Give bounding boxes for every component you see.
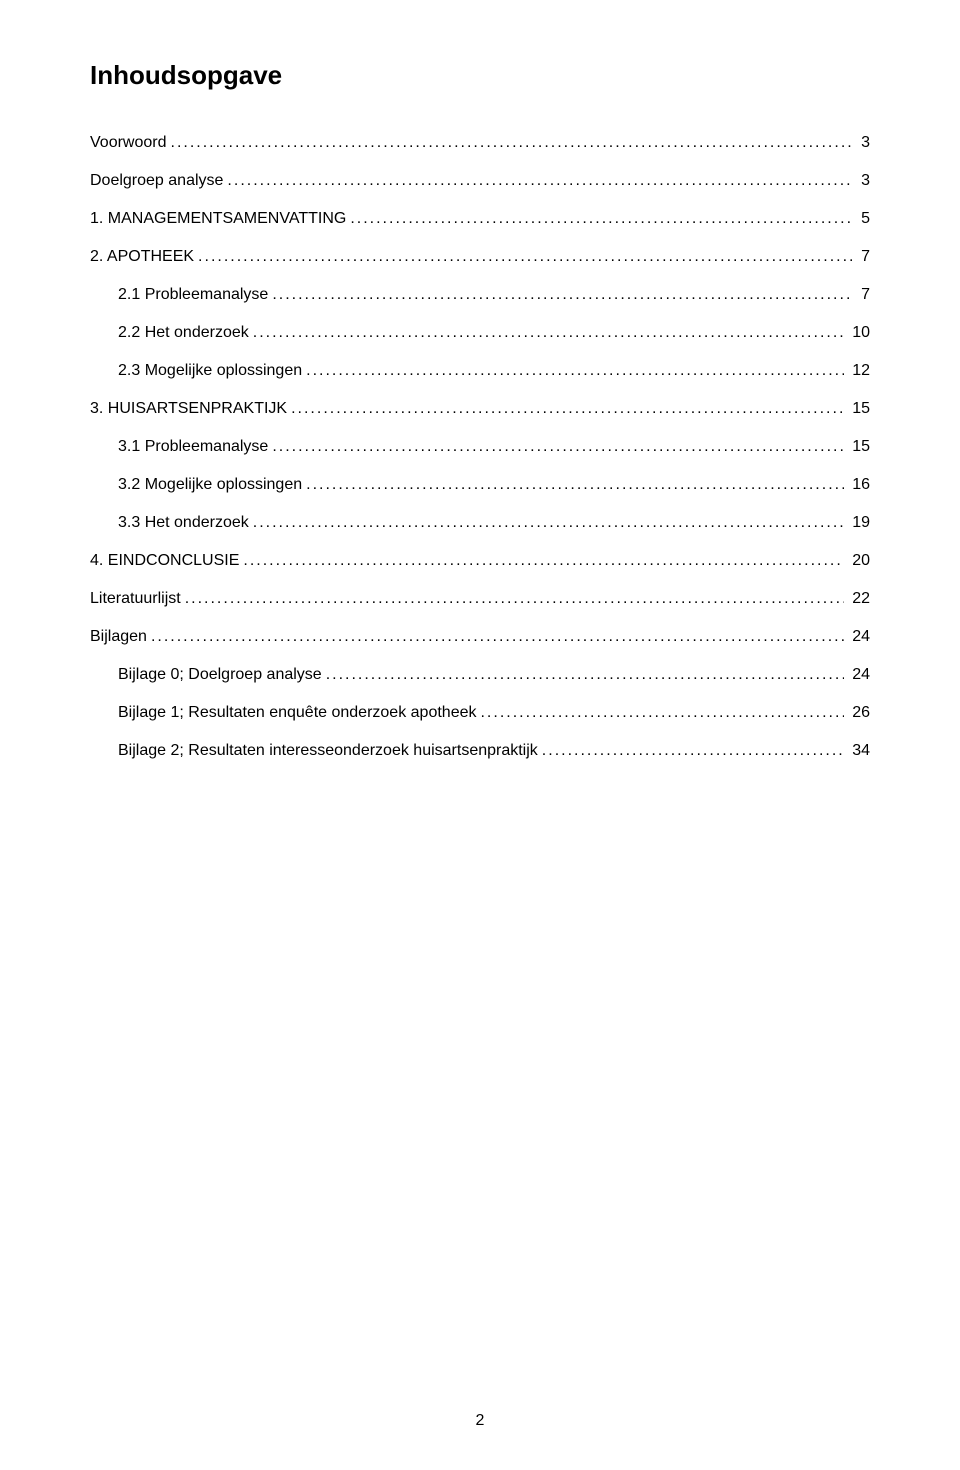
toc-entry: Bijlage 0; Doelgroep analyse 24 bbox=[90, 659, 870, 691]
toc-entry: 3. HUISARTSENPRAKTIJK 15 bbox=[90, 393, 870, 425]
toc-entry-leader bbox=[227, 165, 853, 197]
toc-entry: 3.3 Het onderzoek 19 bbox=[90, 507, 870, 539]
toc-entry-label: 4. EINDCONCLUSIE bbox=[90, 545, 239, 577]
toc-entry: Bijlagen 24 bbox=[90, 621, 870, 653]
toc-entry-leader bbox=[306, 355, 844, 387]
toc-entry-leader bbox=[272, 431, 844, 463]
toc-entry-leader bbox=[253, 317, 844, 349]
toc-entry-label: Bijlage 0; Doelgroep analyse bbox=[118, 659, 322, 691]
toc-entry: 3.2 Mogelijke oplossingen 16 bbox=[90, 469, 870, 501]
toc-entry-leader bbox=[306, 469, 844, 501]
page-title: Inhoudsopgave bbox=[90, 60, 870, 91]
toc-entry: 4. EINDCONCLUSIE 20 bbox=[90, 545, 870, 577]
toc-entry: 2. APOTHEEK 7 bbox=[90, 241, 870, 273]
toc-entry-leader bbox=[185, 583, 845, 615]
toc-entry-page: 20 bbox=[848, 545, 870, 577]
toc-entry-label: 3.2 Mogelijke oplossingen bbox=[118, 469, 302, 501]
toc-entry: 2.3 Mogelijke oplossingen 12 bbox=[90, 355, 870, 387]
toc-entry: 3.1 Probleemanalyse 15 bbox=[90, 431, 870, 463]
toc-entry-page: 5 bbox=[857, 203, 870, 235]
toc-entry-label: 2. APOTHEEK bbox=[90, 241, 194, 273]
toc-entry-label: 2.3 Mogelijke oplossingen bbox=[118, 355, 302, 387]
toc-entry-page: 24 bbox=[848, 621, 870, 653]
toc-entry-page: 24 bbox=[848, 659, 870, 691]
toc-entry-page: 16 bbox=[848, 469, 870, 501]
toc-entry-leader bbox=[291, 393, 844, 425]
toc-entry: Bijlage 2; Resultaten interesseonderzoek… bbox=[90, 735, 870, 767]
toc-entry-leader bbox=[198, 241, 853, 273]
toc-entry-leader bbox=[171, 127, 854, 159]
toc-entry-label: 3.1 Probleemanalyse bbox=[118, 431, 268, 463]
table-of-contents: Voorwoord 3 Doelgroep analyse 3 1. MANAG… bbox=[90, 127, 870, 767]
toc-entry-leader bbox=[151, 621, 844, 653]
toc-entry: Voorwoord 3 bbox=[90, 127, 870, 159]
toc-entry-label: Bijlagen bbox=[90, 621, 147, 653]
page-number: 2 bbox=[0, 1412, 960, 1430]
toc-entry: Doelgroep analyse 3 bbox=[90, 165, 870, 197]
toc-entry: 2.1 Probleemanalyse 7 bbox=[90, 279, 870, 311]
toc-entry-page: 19 bbox=[848, 507, 870, 539]
toc-entry-page: 15 bbox=[848, 393, 870, 425]
toc-entry-leader bbox=[480, 697, 844, 729]
toc-entry-page: 26 bbox=[848, 697, 870, 729]
toc-entry-leader bbox=[243, 545, 844, 577]
toc-entry-label: Doelgroep analyse bbox=[90, 165, 223, 197]
toc-entry-page: 22 bbox=[848, 583, 870, 615]
document-page: Inhoudsopgave Voorwoord 3 Doelgroep anal… bbox=[0, 0, 960, 1470]
toc-entry-leader bbox=[350, 203, 853, 235]
toc-entry: 1. MANAGEMENTSAMENVATTING 5 bbox=[90, 203, 870, 235]
toc-entry: Bijlage 1; Resultaten enquête onderzoek … bbox=[90, 697, 870, 729]
toc-entry-page: 15 bbox=[848, 431, 870, 463]
toc-entry-leader bbox=[326, 659, 845, 691]
toc-entry-label: 2.2 Het onderzoek bbox=[118, 317, 249, 349]
toc-entry-leader bbox=[542, 735, 844, 767]
toc-entry-label: Bijlage 1; Resultaten enquête onderzoek … bbox=[118, 697, 476, 729]
toc-entry-label: 3. HUISARTSENPRAKTIJK bbox=[90, 393, 287, 425]
toc-entry-label: 1. MANAGEMENTSAMENVATTING bbox=[90, 203, 346, 235]
toc-entry-leader bbox=[253, 507, 844, 539]
toc-entry-page: 34 bbox=[848, 735, 870, 767]
toc-entry-page: 12 bbox=[848, 355, 870, 387]
toc-entry-page: 7 bbox=[857, 241, 870, 273]
toc-entry: 2.2 Het onderzoek 10 bbox=[90, 317, 870, 349]
toc-entry-label: Literatuurlijst bbox=[90, 583, 181, 615]
toc-entry-page: 3 bbox=[857, 127, 870, 159]
toc-entry-page: 7 bbox=[857, 279, 870, 311]
toc-entry: Literatuurlijst 22 bbox=[90, 583, 870, 615]
toc-entry-page: 3 bbox=[857, 165, 870, 197]
toc-entry-label: Bijlage 2; Resultaten interesseonderzoek… bbox=[118, 735, 538, 767]
toc-entry-page: 10 bbox=[848, 317, 870, 349]
toc-entry-label: 3.3 Het onderzoek bbox=[118, 507, 249, 539]
toc-entry-leader bbox=[272, 279, 853, 311]
toc-entry-label: Voorwoord bbox=[90, 127, 167, 159]
toc-entry-label: 2.1 Probleemanalyse bbox=[118, 279, 268, 311]
